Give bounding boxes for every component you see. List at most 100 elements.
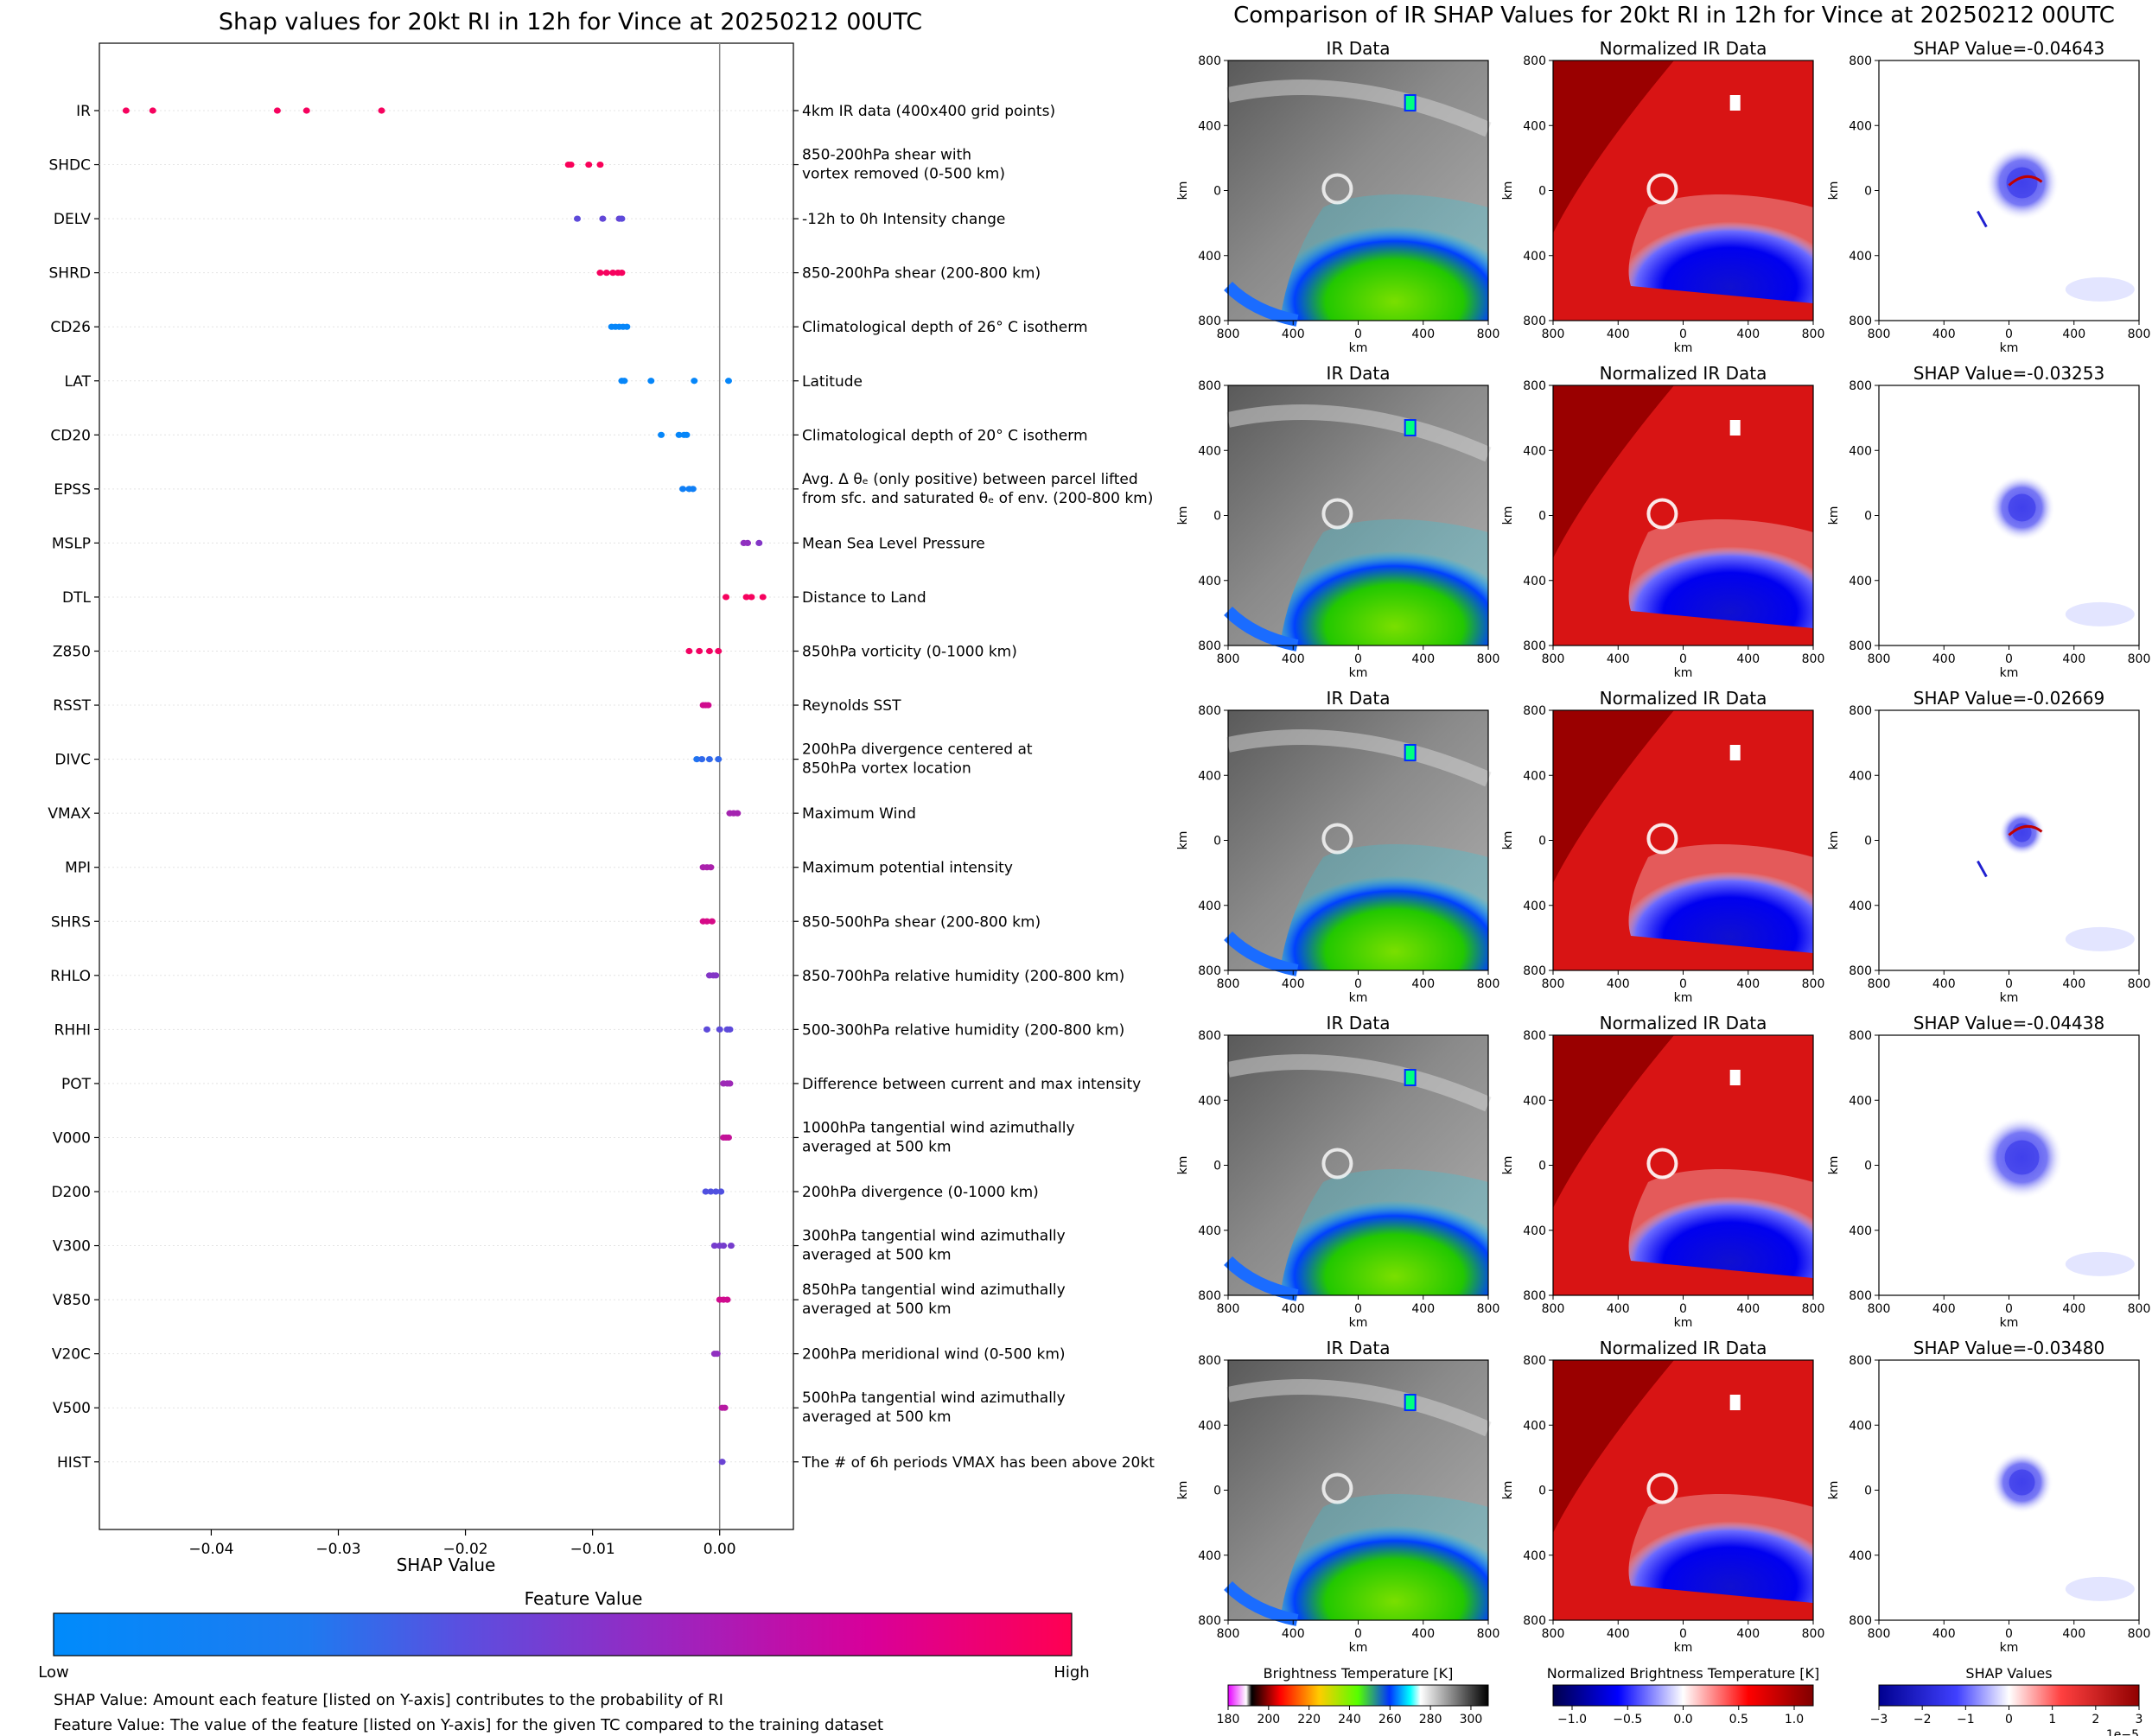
feature-description: -12h to 0h Intensity change bbox=[802, 211, 1005, 228]
feature-description: 300hPa tangential wind azimuthally bbox=[802, 1228, 1066, 1245]
shap-point bbox=[596, 270, 604, 277]
panel-y-tick-label: 800 bbox=[1523, 315, 1546, 328]
panel-x-tick-label: 400 bbox=[1932, 652, 1956, 666]
colorbar-tick-label: 200 bbox=[1257, 1713, 1280, 1726]
storm-eye bbox=[1646, 1472, 1678, 1504]
colorbar-tick-label: −3 bbox=[1870, 1713, 1888, 1726]
panel-x-tick-label: 400 bbox=[1411, 1302, 1435, 1316]
storm-eye bbox=[1646, 498, 1678, 530]
feature-description: 850hPa vortex location bbox=[802, 760, 971, 778]
warm-region bbox=[1553, 710, 1674, 883]
panel-y-tick-label: 400 bbox=[1849, 1224, 1872, 1238]
panel-y-tick-label: 400 bbox=[1523, 575, 1546, 588]
storm-eye bbox=[1321, 1148, 1353, 1180]
cold-cloud-cell bbox=[1404, 1394, 1417, 1411]
colorbar-2: Normalized Brightness Temperature [K] −1.… bbox=[1547, 1665, 1820, 1726]
panel-y-tick-label: 400 bbox=[1849, 444, 1872, 458]
panel-y-axis-label: km bbox=[1176, 181, 1190, 200]
panel-x-tick-label: 400 bbox=[2062, 652, 2085, 666]
shap-point bbox=[703, 918, 710, 925]
shap-point bbox=[378, 107, 385, 114]
panel-y-tick-label: 800 bbox=[1523, 1354, 1546, 1368]
cold-cloud-cell bbox=[1404, 419, 1417, 436]
panel-x-tick-label: 800 bbox=[1477, 977, 1500, 991]
feature-label-mslp: MSLP bbox=[52, 535, 91, 552]
shap-point bbox=[705, 647, 713, 655]
panel-x-axis-label: km bbox=[1349, 666, 1368, 680]
panel-y-tick-label: 0 bbox=[1864, 185, 1872, 199]
panel-y-tick-label: 800 bbox=[1523, 964, 1546, 978]
panel-x-tick-label: 400 bbox=[1932, 1627, 1956, 1641]
panel-x-tick-label: 800 bbox=[2128, 1627, 2151, 1641]
feature-label-cd26: CD26 bbox=[50, 319, 91, 336]
panel-y-axis-label: km bbox=[1827, 181, 1841, 200]
shap-point bbox=[647, 378, 655, 385]
shap-point bbox=[689, 486, 697, 493]
panel-x-tick-label: 400 bbox=[1736, 1302, 1760, 1316]
panel-x-tick-label: 800 bbox=[1802, 652, 1825, 666]
panel-y-tick-label: 800 bbox=[1198, 704, 1221, 718]
panel-r5-c2: Normalized IR Data8008004004000040040080… bbox=[1501, 1338, 1824, 1655]
shap-point bbox=[567, 161, 575, 169]
panel-x-tick-label: 0 bbox=[2005, 327, 2013, 341]
shap-core bbox=[2009, 1469, 2035, 1496]
ir-colorbars: Brightness Temperature [K] 180 200 220 240 26… bbox=[1217, 1665, 2143, 1736]
panel-r3-c2: Normalized IR Data8008004004000040040080… bbox=[1501, 688, 1824, 1005]
panel-y-tick-label: 800 bbox=[1849, 379, 1872, 393]
panel-y-axis-label: km bbox=[1827, 506, 1841, 525]
corner-band bbox=[1224, 1256, 1299, 1301]
panel-title: Normalized IR Data bbox=[1600, 363, 1767, 384]
shap-point bbox=[707, 864, 715, 871]
shap-point bbox=[685, 647, 693, 655]
panel-y-tick-label: 800 bbox=[1198, 964, 1221, 978]
panel-y-tick-label: 800 bbox=[1849, 1354, 1872, 1368]
panel-x-tick-label: 0 bbox=[1679, 1302, 1687, 1316]
feature-description: Maximum Wind bbox=[802, 805, 916, 823]
shap-point bbox=[734, 810, 742, 817]
shap-negative-streak bbox=[1977, 860, 1988, 878]
panel-x-axis-label: km bbox=[2000, 1316, 2019, 1330]
shap-point bbox=[273, 107, 281, 114]
panel-x-tick-label: 0 bbox=[1679, 327, 1687, 341]
panel-x-axis-label: km bbox=[1674, 1641, 1693, 1655]
shap-background-patch bbox=[2065, 601, 2135, 626]
shap-point bbox=[723, 1296, 731, 1303]
shap-point bbox=[720, 1242, 728, 1250]
panel-y-tick-label: 0 bbox=[1538, 510, 1546, 524]
feature-description: Climatological depth of 20° C isotherm bbox=[802, 427, 1088, 444]
panel-x-tick-label: 400 bbox=[1411, 327, 1435, 341]
panel-y-axis-label: km bbox=[1501, 1481, 1515, 1500]
cold-band bbox=[1628, 844, 1813, 953]
convective-band bbox=[1280, 194, 1488, 321]
panel-y-axis-label: km bbox=[1501, 1156, 1515, 1175]
panel-x-tick-label: 800 bbox=[2128, 652, 2151, 666]
shap-point bbox=[675, 431, 683, 438]
convective-band bbox=[1280, 844, 1488, 970]
panel-y-axis-label: km bbox=[1827, 831, 1841, 850]
panel-y-tick-label: 800 bbox=[1198, 54, 1221, 68]
feature-description: 850hPa tangential wind azimuthally bbox=[802, 1281, 1066, 1299]
panel-x-tick-label: 800 bbox=[1802, 327, 1825, 341]
x-tick-label: −0.01 bbox=[570, 1541, 615, 1558]
colorbar-tick-label: 260 bbox=[1378, 1713, 1402, 1726]
panel-title: IR Data bbox=[1327, 1013, 1391, 1033]
feature-label-epss: EPSS bbox=[54, 481, 91, 499]
panel-y-tick-label: 400 bbox=[1849, 1094, 1872, 1108]
panel-y-tick-label: 0 bbox=[1213, 1485, 1221, 1498]
panel-x-axis-label: km bbox=[1674, 991, 1693, 1005]
shap-point bbox=[703, 1026, 710, 1033]
panel-x-tick-label: 400 bbox=[1607, 652, 1630, 666]
panel-x-tick-label: 800 bbox=[1868, 652, 1891, 666]
panel-y-tick-label: 800 bbox=[1523, 1289, 1546, 1303]
feature-description: Latitude bbox=[802, 373, 863, 391]
panel-y-axis-label: km bbox=[1827, 1481, 1841, 1500]
panel-title: SHAP Value=-0.04438 bbox=[1913, 1013, 2104, 1033]
feature-label-lat: LAT bbox=[64, 373, 91, 391]
cold-cloud-cell bbox=[1729, 420, 1741, 436]
panel-y-tick-label: 800 bbox=[1849, 1289, 1872, 1303]
shap-point bbox=[712, 972, 720, 979]
panel-x-tick-label: 800 bbox=[1542, 1302, 1565, 1316]
colorbar-tick-label: 280 bbox=[1419, 1713, 1442, 1726]
panel-x-tick-label: 800 bbox=[1542, 1627, 1565, 1641]
panel-y-axis-label: km bbox=[1176, 831, 1190, 850]
